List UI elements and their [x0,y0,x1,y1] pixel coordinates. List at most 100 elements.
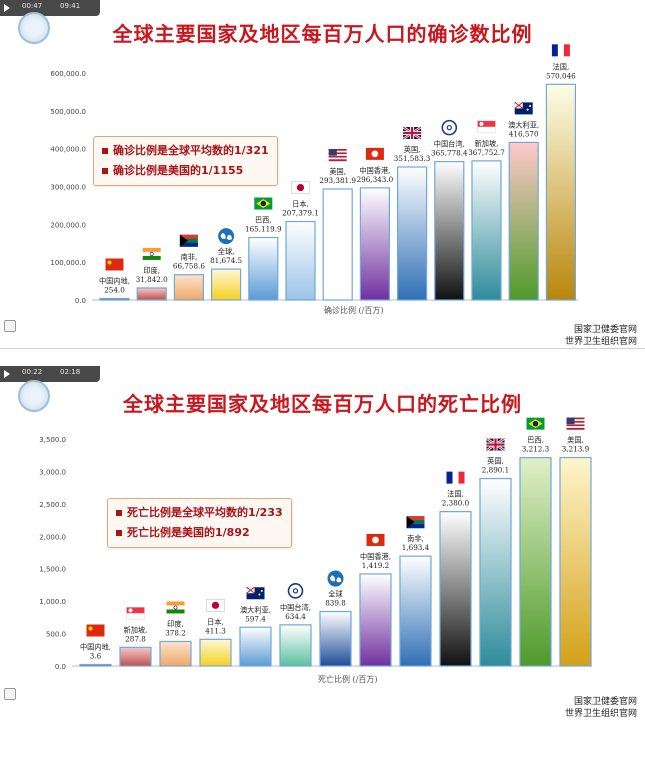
bar-value-label: 165,119.9 [245,225,282,234]
bar-category-label: 美国, [329,167,346,176]
bar-category-label: 南非, [407,534,424,543]
menu-icon[interactable] [4,320,16,332]
x-axis-label: 确诊比例 (/百万) [324,306,384,315]
bar [99,297,130,301]
bar-value-label: 2,380.0 [442,499,470,508]
bar-value-label: 287.8 [125,634,146,643]
bar [159,640,192,667]
bar-category-label: 法国, [447,490,464,499]
flag-in-icon [166,601,185,614]
bar-value-label: 3,213.9 [562,445,590,454]
bar-category-label: 新加坡, [475,139,499,148]
y-tick-label: 500,000.0 [50,108,86,116]
bar-category-label: 澳大利亚, [240,605,271,614]
bar-value-label: 365,778.4 [431,149,468,158]
flag-us-icon [328,149,347,162]
bar-value-label: 570,046 [546,71,576,80]
bar-value-label: 66,758.6 [173,262,205,271]
chart-title: 全球主要国家及地区每百万人口的确诊数比例 [112,22,533,46]
flag-za-icon [179,234,198,247]
source-line: 国家卫健委官网 [573,325,637,335]
y-tick-label: 0.0 [75,297,86,305]
bar-value-label: 367,752.7 [468,148,505,157]
video-player-bar[interactable]: 00:47 09:41 [0,0,100,16]
flag-tw-icon [441,119,458,136]
bar [239,626,272,667]
bar [173,274,204,301]
bar-category-label: 法国, [553,62,570,71]
bar-value-label: 296,343.0 [357,175,394,184]
flag-fr-icon [446,471,465,484]
callout-line: 确诊比例是全球平均数的1/321 [102,141,269,161]
confirmed-chart-panel: 00:47 09:41 全球主要国家及地区每百万人口的确诊数比例 0.0 100,… [0,0,645,350]
bar-value-label: 351,583.3 [394,154,431,163]
bar [359,187,390,301]
bar-category-label: 南非, [181,253,198,262]
bar [559,456,592,667]
bar [119,646,152,667]
flag-gb-icon [402,125,422,140]
source-note: 国家卫健委官网 世界卫生组织官网 [565,696,637,720]
bar-value-label: 416,570 [509,129,539,138]
source-line: 世界卫生组织官网 [564,337,637,347]
flag-cn-icon [105,258,124,271]
bar-category-label: 英国, [487,457,504,466]
bar [136,287,167,301]
player-total-time: 02:18 [60,368,81,376]
bar-value-label: 634.4 [285,612,306,621]
bar-value-label: 378.2 [165,628,186,637]
health-commission-logo-icon [18,12,50,44]
y-tick-label: 1,000.0 [39,598,66,606]
bar-value-label: 597.4 [245,614,266,623]
y-tick-label: 500.0 [46,631,66,639]
health-commission-logo-icon [18,380,50,412]
confirmed-bar-chart: 0.0 100,000.0 200,000.0 300,000.0 400,000.0 5… [50,44,578,305]
bar [211,268,242,301]
bar [397,166,428,301]
bar [399,555,432,667]
death-chart-panel: 00:22 02:18 全球主要国家及地区每百万人口的死亡比例 0.0 500.0… [0,366,645,762]
bar-value-label: 1,419.2 [362,561,389,570]
chart-title: 全球主要国家及地区每百万人口的死亡比例 [123,392,522,416]
bar-category-label: 印度, [143,266,160,275]
video-player-bar[interactable]: 00:22 02:18 [0,366,100,382]
y-tick-label: 1,500.0 [39,566,66,574]
y-tick-label: 3,500.0 [39,436,66,444]
bar-value-label: 3.6 [90,652,102,661]
bar [508,141,539,301]
bar [285,220,316,301]
bar [319,610,352,667]
bar-value-label: 31,842.0 [136,275,168,284]
bar-category-label: 日本, [207,617,224,626]
y-tick-label: 2,000.0 [39,533,66,541]
bar-value-label: 293,381.9 [319,176,356,185]
bar [439,511,472,667]
bar-category-label: 澳大利亚, [508,120,539,129]
bar [519,457,552,667]
flag-us-icon [566,417,585,430]
bar [199,638,232,667]
bar [471,160,502,301]
flag-br-icon [526,417,545,430]
bar-category-label: 中国香港, [360,552,391,561]
play-icon[interactable] [4,4,10,12]
bar-category-label: 美国, [567,436,584,445]
y-tick-label: 100,000.0 [50,259,86,267]
flag-gb-icon [485,437,506,452]
bar-category-label: 中国台湾, [280,603,311,612]
flag-za-icon [406,516,425,529]
flag-cn-icon [86,624,105,637]
bar-category-label: 新加坡, [124,625,148,634]
callout-line: 确诊比例是美国的1/1155 [102,161,269,181]
y-tick-label: 400,000.0 [50,146,86,154]
bar-value-label: 1,693.4 [402,543,430,552]
y-tick-label: 300,000.0 [50,184,86,192]
flag-au-icon [246,586,265,600]
menu-icon[interactable] [4,688,16,700]
bar-category-label: 中国内地, [99,277,130,286]
flag-hk-icon [366,533,385,546]
bar-category-label: 中国内地, [80,643,111,652]
bar-value-label: 3,212.3 [522,445,550,454]
play-icon[interactable] [4,370,10,378]
flag-sg-icon [477,120,496,134]
